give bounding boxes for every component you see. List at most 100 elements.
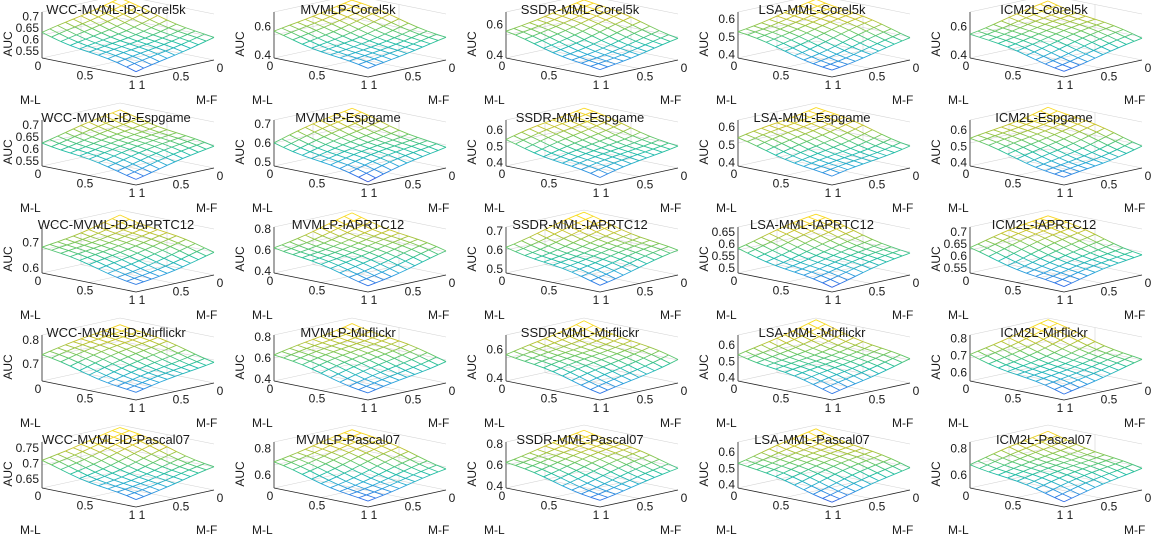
mesh-segment xyxy=(177,27,186,32)
mesh-segment xyxy=(1091,256,1100,261)
mesh-segment xyxy=(985,240,996,245)
mesh-segment xyxy=(375,173,384,178)
mesh-segment xyxy=(123,371,132,377)
mesh-segment xyxy=(317,354,326,359)
mesh-segment xyxy=(776,119,785,123)
mesh-segment xyxy=(80,124,91,130)
mesh-segment xyxy=(124,489,135,494)
mesh-segment xyxy=(834,328,845,334)
mesh-segment xyxy=(873,246,884,251)
mesh-segment xyxy=(852,154,862,159)
mesh-segment xyxy=(761,344,771,350)
mesh-segment xyxy=(873,350,884,356)
mesh-segment xyxy=(135,352,146,359)
mesh-segment xyxy=(283,142,292,148)
mesh-segment xyxy=(1016,120,1027,125)
mesh-segment xyxy=(1069,340,1079,345)
mesh-segment xyxy=(848,354,859,359)
mesh-segment xyxy=(1091,41,1102,48)
mesh-segment xyxy=(291,245,300,250)
mf-tick-label: 0.5 xyxy=(173,285,190,299)
ml-tick-label: 1 xyxy=(825,78,832,92)
mesh-segment xyxy=(117,62,127,68)
mesh-segment xyxy=(612,259,621,264)
mesh-segment xyxy=(90,233,99,238)
mesh-segment xyxy=(1084,41,1093,47)
mesh-segment xyxy=(544,119,553,123)
mesh-segment xyxy=(670,249,679,254)
mesh-segment xyxy=(792,265,803,270)
mesh-segment xyxy=(1060,161,1069,165)
mesh-segment xyxy=(120,145,130,150)
mesh-segment xyxy=(292,147,301,152)
mesh-segment xyxy=(51,250,61,254)
mesh-segment xyxy=(1016,329,1025,335)
mesh-segment xyxy=(859,151,870,156)
mesh-segment xyxy=(994,348,1003,353)
gridline xyxy=(737,148,911,168)
mesh-segment xyxy=(70,152,80,156)
mesh-segment xyxy=(341,133,350,138)
mesh-segment xyxy=(798,143,809,150)
mesh-segment xyxy=(1084,262,1094,267)
mesh-segment xyxy=(1088,352,1099,357)
mesh-segment xyxy=(566,145,577,151)
auc-tick-label: 0.7 xyxy=(22,357,39,371)
mesh-segment xyxy=(850,357,859,362)
mesh-segment xyxy=(593,216,603,222)
mesh-segment xyxy=(530,28,541,34)
mesh-segment xyxy=(319,257,329,263)
mesh-segment xyxy=(872,344,882,349)
mesh-segment xyxy=(143,278,152,283)
mesh-segment xyxy=(438,360,447,366)
mesh-segment xyxy=(1018,233,1028,238)
mesh-segment xyxy=(1037,27,1047,31)
mesh-segment xyxy=(99,236,108,241)
surface-mesh xyxy=(41,427,215,501)
mesh-segment xyxy=(327,255,337,260)
mesh-segment xyxy=(872,128,882,135)
mesh-segment xyxy=(778,237,789,244)
mesh-segment xyxy=(594,114,603,119)
mesh-segment xyxy=(830,275,839,281)
surface-mesh xyxy=(273,322,447,394)
mesh-segment xyxy=(206,37,215,42)
mesh-segment xyxy=(364,160,373,166)
mesh-segment xyxy=(892,145,903,150)
mesh-segment xyxy=(822,279,831,284)
mesh-segment xyxy=(57,21,66,26)
mesh-segment xyxy=(414,155,423,160)
auc-tick-label: 0.5 xyxy=(718,137,735,151)
mesh-segment xyxy=(428,142,437,147)
mesh-segment xyxy=(595,262,605,268)
mesh-segment xyxy=(367,33,378,38)
mesh-segment xyxy=(359,144,370,149)
mesh-segment xyxy=(323,242,334,247)
mesh-segment xyxy=(643,37,654,42)
mesh-segment xyxy=(1007,265,1018,271)
mesh-segment xyxy=(160,242,171,248)
mesh-segment xyxy=(778,128,789,133)
mesh-segment xyxy=(775,365,784,370)
mesh-segment xyxy=(579,372,588,378)
mesh-segment xyxy=(328,261,339,266)
mesh-segment xyxy=(566,357,577,363)
mesh-segment xyxy=(281,244,292,250)
mesh-segment xyxy=(1024,368,1033,373)
mesh-segment xyxy=(403,148,414,153)
mesh-segment xyxy=(123,336,133,341)
mesh-segment xyxy=(579,123,589,130)
mesh-segment xyxy=(613,122,622,127)
mesh-segment xyxy=(145,37,155,42)
mesh-segment xyxy=(615,60,624,65)
mesh-segment xyxy=(336,216,345,221)
mesh-segment xyxy=(801,116,810,121)
mesh-segment xyxy=(585,5,596,10)
mesh-segment xyxy=(394,145,404,150)
mesh-segment xyxy=(127,356,138,362)
mesh-segment xyxy=(585,324,594,330)
mesh-segment xyxy=(884,36,893,41)
mesh-segment xyxy=(609,249,619,254)
surface-mesh xyxy=(505,211,679,286)
mesh-segment xyxy=(845,159,854,164)
